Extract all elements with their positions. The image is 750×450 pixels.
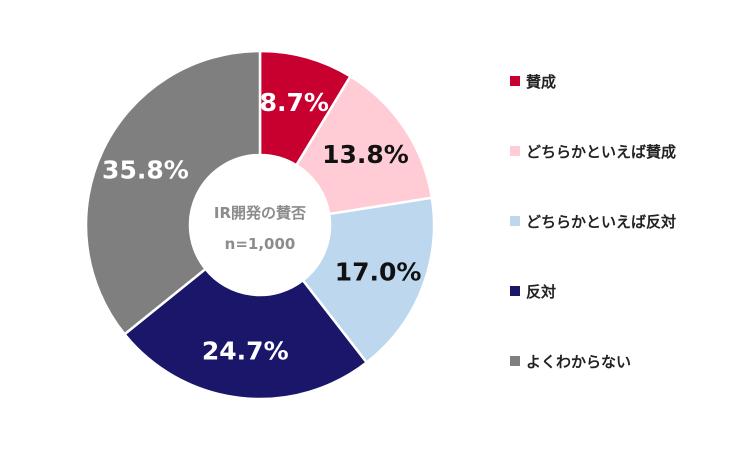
slice-label-3: 24.7% [202,337,289,366]
slice-label-0: 8.7% [260,88,329,117]
legend-item-3: 反対 [510,276,676,306]
slice-labels: 8.7% 13.8% 17.0% 24.7% 35.8% [102,88,421,365]
legend-swatch-1 [510,146,520,156]
legend-label-1: どちらかといえば賛成 [526,142,677,161]
legend-item-0: 賛成 [510,66,676,96]
legend-item-1: どちらかといえば賛成 [510,136,676,166]
chart-subtitle: n=1,000 [225,235,296,253]
legend-swatch-3 [510,286,520,296]
donut-slices [84,49,436,401]
slice-label-4: 35.8% [102,156,189,185]
legend-swatch-4 [510,356,520,366]
legend: 賛成どちらかといえば賛成 どちらかといえば反対 反対よくわからない [510,66,676,416]
slice-3 [122,267,369,401]
legend-swatch-2 [510,216,520,226]
legend-item-4: よくわからない [510,346,676,376]
slice-label-2: 17.0% [335,257,422,286]
legend-item-2: どちらかといえば反対 [510,206,676,236]
legend-label-4: よくわからない [526,352,632,371]
slice-4 [84,49,262,336]
legend-label-3: 反対 [526,282,557,301]
legend-label-0: 賛成 [526,72,557,91]
chart-title: IR開発の賛否 [214,204,306,222]
slice-1 [294,74,434,216]
slice-label-1: 13.8% [322,140,409,169]
legend-swatch-0 [510,76,520,86]
legend-label-2: どちらかといえば反対 [526,212,677,231]
